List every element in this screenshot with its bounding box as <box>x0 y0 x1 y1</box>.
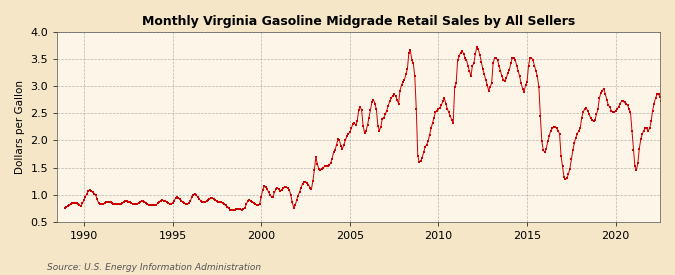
Y-axis label: Dollars per Gallon: Dollars per Gallon <box>15 80 25 174</box>
Title: Monthly Virginia Gasoline Midgrade Retail Sales by All Sellers: Monthly Virginia Gasoline Midgrade Retai… <box>142 15 575 28</box>
Text: Source: U.S. Energy Information Administration: Source: U.S. Energy Information Administ… <box>47 263 261 272</box>
